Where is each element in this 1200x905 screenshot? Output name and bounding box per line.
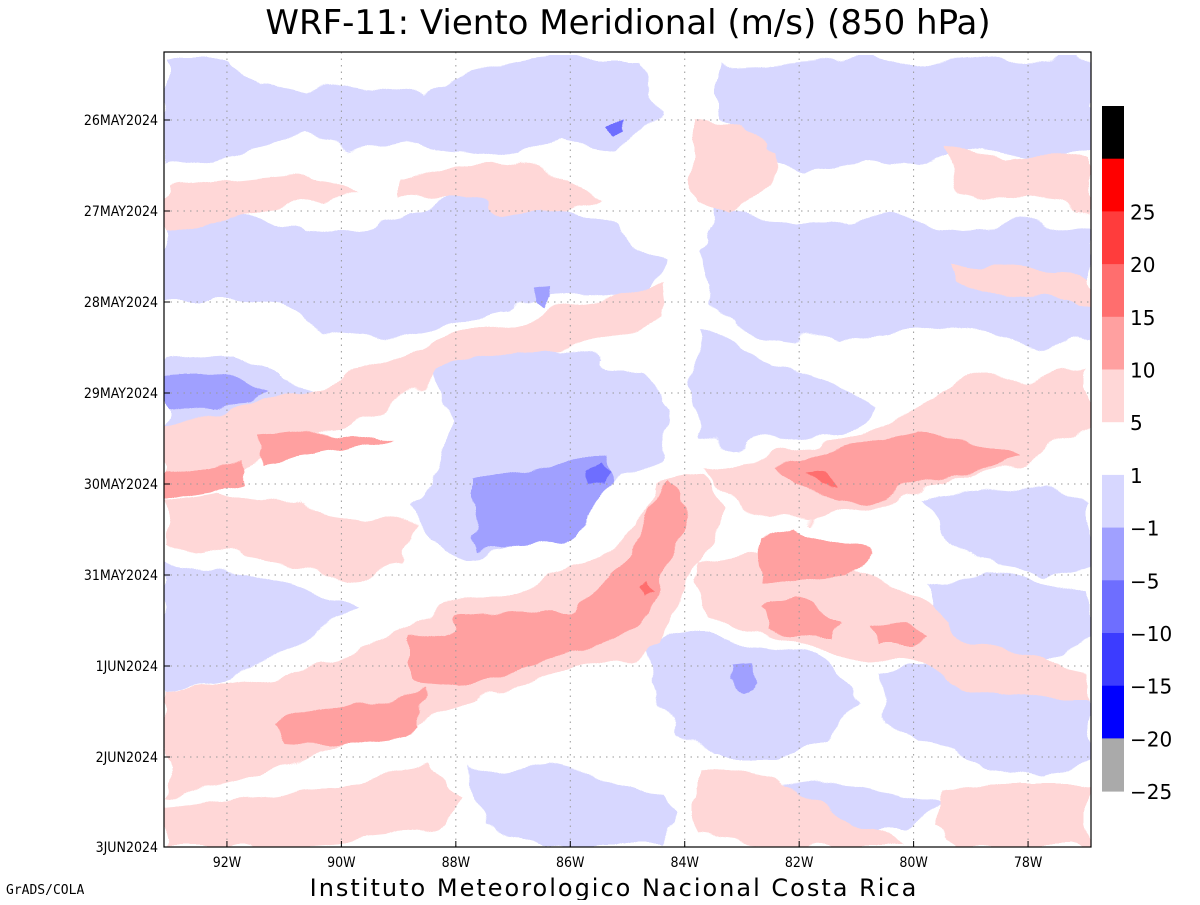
colorbar-label: −5 bbox=[1130, 569, 1159, 593]
pos-region bbox=[960, 265, 1091, 305]
plot-frame bbox=[163, 51, 1092, 848]
neg-region bbox=[720, 55, 1091, 170]
pos-region-strong bbox=[640, 582, 652, 598]
neg-region bbox=[690, 330, 870, 450]
plot-area bbox=[164, 52, 1091, 847]
x-tick-label: 80W bbox=[899, 855, 928, 871]
neg-region bbox=[164, 200, 660, 340]
pos-region bbox=[164, 490, 420, 570]
colorbar-swatch bbox=[1102, 527, 1124, 581]
y-tick-label: 29MAY2024 bbox=[84, 386, 158, 402]
pos-region bbox=[164, 175, 360, 230]
pos-region-medium bbox=[760, 525, 870, 585]
grid bbox=[164, 52, 1091, 847]
neg-region-medium bbox=[728, 670, 756, 694]
colorbar: 25 20 15 10 5 1 −1 −5 −10 −15 −20 −25 bbox=[1102, 106, 1172, 804]
neg-region bbox=[700, 210, 1091, 350]
colorbar-label: −20 bbox=[1130, 727, 1172, 751]
pos-region bbox=[940, 150, 1091, 210]
colorbar-swatch bbox=[1102, 738, 1124, 792]
pos-region-medium bbox=[280, 690, 425, 745]
colorbar-swatch bbox=[1102, 369, 1124, 423]
colorbar-swatch bbox=[1102, 474, 1124, 529]
pos-region bbox=[930, 780, 1091, 847]
y-tick-label: 28MAY2024 bbox=[84, 295, 158, 311]
neg-region bbox=[164, 55, 660, 170]
colorbar-label: 15 bbox=[1130, 306, 1155, 330]
x-axis: 92W 90W 88W 86W 84W 82W 80W 78W bbox=[213, 841, 1043, 871]
colorbar-swatch bbox=[1102, 158, 1124, 212]
colorbar-swatch bbox=[1102, 264, 1124, 318]
pos-region-medium bbox=[164, 456, 244, 498]
x-tick-label: 90W bbox=[327, 855, 356, 871]
pos-region bbox=[164, 770, 460, 847]
pos-region bbox=[690, 120, 780, 215]
neg-region bbox=[640, 630, 860, 760]
x-tick-label: 88W bbox=[442, 855, 471, 871]
neg-region-medium bbox=[534, 284, 556, 310]
pos-region-medium bbox=[865, 620, 930, 645]
colorbar-label: −15 bbox=[1130, 675, 1172, 699]
colorbar-swatch bbox=[1102, 580, 1124, 634]
y-axis: 26MAY2024 27MAY2024 28MAY2024 29MAY2024 30MA… bbox=[84, 113, 170, 856]
y-tick-label: 27MAY2024 bbox=[84, 204, 158, 220]
colorbar-label: 25 bbox=[1130, 200, 1155, 224]
x-tick-label: 78W bbox=[1014, 855, 1043, 871]
pos-region-medium bbox=[770, 432, 1020, 500]
neg-region bbox=[470, 760, 680, 847]
colorbar-label: 20 bbox=[1130, 253, 1155, 277]
colorbar-swatch bbox=[1102, 633, 1124, 687]
wind-field bbox=[164, 55, 1091, 847]
y-tick-label: 30MAY2024 bbox=[84, 477, 158, 493]
y-tick-label: 31MAY2024 bbox=[84, 568, 158, 584]
neg-region-strong bbox=[580, 470, 606, 492]
y-tick-label: 2JUN2024 bbox=[96, 750, 158, 766]
pos-region-medium bbox=[760, 605, 840, 640]
neg-region-strong bbox=[610, 112, 632, 130]
x-tick-label: 92W bbox=[213, 855, 242, 871]
neg-region-medium bbox=[470, 460, 610, 550]
colorbar-label: −25 bbox=[1130, 780, 1172, 804]
y-tick-label: 3JUN2024 bbox=[96, 840, 158, 856]
credit-label: GrADS/COLA bbox=[6, 883, 84, 898]
institution-label: Instituto Meteorologico Nacional Costa R… bbox=[310, 874, 919, 900]
colorbar-swatch bbox=[1102, 422, 1124, 476]
x-tick-label: 82W bbox=[785, 855, 814, 871]
pos-region-medium bbox=[260, 428, 390, 462]
chart-title: WRF-11: Viento Meridional (m/s) (850 hPa… bbox=[265, 3, 990, 43]
neg-region bbox=[164, 560, 360, 690]
colorbar-swatch bbox=[1102, 211, 1124, 265]
pos-region bbox=[400, 165, 600, 215]
colorbar-swatch bbox=[1102, 316, 1124, 370]
colorbar-swatch bbox=[1102, 685, 1124, 739]
colorbar-swatch bbox=[1102, 106, 1124, 160]
colorbar-label: −1 bbox=[1130, 517, 1159, 541]
colorbar-label: −10 bbox=[1130, 622, 1172, 646]
neg-region bbox=[920, 490, 1091, 570]
y-tick-label: 26MAY2024 bbox=[84, 113, 158, 129]
x-tick-label: 84W bbox=[670, 855, 699, 871]
y-tick-label: 1JUN2024 bbox=[96, 659, 158, 675]
pos-region bbox=[700, 770, 900, 847]
colorbar-label: 1 bbox=[1130, 464, 1143, 488]
neg-region-medium bbox=[164, 378, 270, 405]
colorbar-label: 5 bbox=[1130, 411, 1143, 435]
colorbar-label: 10 bbox=[1130, 359, 1155, 383]
pos-region-medium bbox=[410, 490, 680, 690]
x-tick-label: 86W bbox=[556, 855, 585, 871]
